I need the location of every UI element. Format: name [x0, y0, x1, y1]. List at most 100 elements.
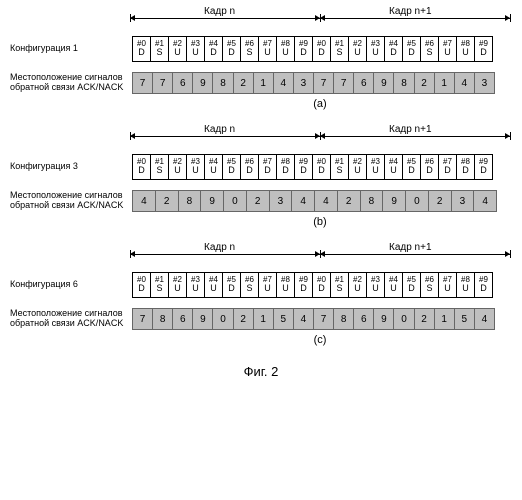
slot-cell: #7U	[438, 272, 457, 298]
location-cell: 6	[172, 308, 193, 330]
location-cell: 9	[382, 190, 406, 212]
location-cell: 4	[291, 190, 315, 212]
location-cell: 5	[273, 308, 294, 330]
location-cell: 3	[269, 190, 293, 212]
slot-type: D	[300, 48, 307, 58]
location-cell: 4	[273, 72, 294, 94]
slot-type: D	[480, 166, 487, 176]
slot-type: D	[462, 166, 469, 176]
location-cell: 9	[200, 190, 224, 212]
location-cell: 1	[253, 72, 274, 94]
slot-cell: #1S	[330, 272, 349, 298]
slot-type: U	[264, 48, 271, 58]
slot-type: S	[246, 284, 252, 294]
slot-type: S	[246, 48, 252, 58]
location-row: Местоположение сигналов обратной связи A…	[10, 190, 512, 212]
frame-n-label: Кадр n	[200, 6, 239, 17]
slot-cell: #2U	[348, 36, 367, 62]
slot-type: S	[156, 166, 162, 176]
location-cell: 7	[132, 72, 153, 94]
slot-type: U	[444, 284, 451, 294]
slot-type: D	[480, 284, 487, 294]
location-cell: 8	[360, 190, 384, 212]
slot-type: U	[174, 166, 181, 176]
slot-cell: #9D	[294, 36, 313, 62]
slot-type: U	[372, 284, 379, 294]
slot-type: U	[372, 48, 379, 58]
location-cell: 8	[393, 72, 414, 94]
slot-type: D	[138, 48, 145, 58]
slot-type: D	[318, 48, 325, 58]
slot-cell: #6S	[420, 36, 439, 62]
slot-type: D	[426, 166, 433, 176]
location-cells: 776982143776982143	[132, 72, 494, 94]
slot-cell: #1S	[150, 154, 169, 180]
slot-type: U	[372, 166, 379, 176]
location-cell: 5	[454, 308, 475, 330]
slot-cell: #8U	[276, 272, 295, 298]
slot-type: U	[390, 166, 397, 176]
slot-cell: #2U	[168, 154, 187, 180]
slot-cell: #0D	[132, 154, 151, 180]
slot-type: D	[138, 284, 145, 294]
location-label: Местоположение сигналов обратной связи A…	[10, 191, 132, 211]
slot-type: D	[390, 48, 397, 58]
slot-type: D	[228, 284, 235, 294]
location-cell: 7	[313, 308, 334, 330]
diagram: Кадр nКадр n+1Конфигурация 1#0D#1S#2U#3U…	[10, 10, 512, 110]
frame-n1-label: Кадр n+1	[385, 6, 436, 17]
slot-cell: #3U	[186, 154, 205, 180]
location-cell: 8	[152, 308, 173, 330]
config-label: Конфигурация 6	[10, 280, 132, 290]
slot-cells: #0D#1S#2U#3U#4U#5D#6D#7D#8D#9D#0D#1S#2U#…	[132, 154, 492, 180]
slot-cell: #9D	[474, 154, 493, 180]
slot-cell: #4U	[204, 272, 223, 298]
frame-labels: Кадр nКадр n+1	[130, 246, 512, 268]
config-row: Конфигурация 1#0D#1S#2U#3U#4D#5D#6S#7U#8…	[10, 36, 512, 62]
frame-n1-label: Кадр n+1	[385, 124, 436, 135]
slot-cell: #0D	[132, 36, 151, 62]
slot-cell: #5D	[402, 36, 421, 62]
slot-type: D	[228, 166, 235, 176]
slot-type: D	[300, 166, 307, 176]
frame-n-label: Кадр n	[200, 124, 239, 135]
location-cell: 7	[152, 72, 173, 94]
slot-type: D	[282, 166, 289, 176]
location-cell: 8	[333, 308, 354, 330]
slot-type: U	[210, 284, 217, 294]
slot-type: U	[264, 284, 271, 294]
slot-type: U	[210, 166, 217, 176]
slot-type: D	[318, 284, 325, 294]
slot-cell: #0D	[312, 36, 331, 62]
location-cell: 2	[428, 190, 452, 212]
slot-cell: #0D	[132, 272, 151, 298]
slot-type: U	[192, 284, 199, 294]
config-label: Конфигурация 1	[10, 44, 132, 54]
frame-labels: Кадр nКадр n+1	[130, 128, 512, 150]
location-cell: 4	[473, 190, 497, 212]
slot-type: D	[408, 166, 415, 176]
location-cell: 7	[313, 72, 334, 94]
slot-cells: #0D#1S#2U#3U#4U#5D#6S#7U#8U#9D#0D#1S#2U#…	[132, 272, 492, 298]
slot-cell: #8D	[456, 154, 475, 180]
location-cell: 6	[172, 72, 193, 94]
location-row: Местоположение сигналов обратной связи A…	[10, 72, 512, 94]
slot-cell: #6D	[240, 154, 259, 180]
location-cell: 9	[373, 72, 394, 94]
config-label: Конфигурация 3	[10, 162, 132, 172]
location-cell: 1	[434, 72, 455, 94]
slot-type: U	[354, 166, 361, 176]
slot-type: S	[156, 284, 162, 294]
slot-type: D	[444, 166, 451, 176]
slot-cell: #0D	[312, 272, 331, 298]
slot-type: D	[300, 284, 307, 294]
slot-cell: #1S	[150, 36, 169, 62]
location-cell: 2	[337, 190, 361, 212]
slot-cell: #4U	[384, 272, 403, 298]
slot-cell: #9D	[294, 154, 313, 180]
slot-cell: #2U	[168, 36, 187, 62]
slot-type: U	[354, 48, 361, 58]
slot-cell: #3U	[366, 272, 385, 298]
slot-type: U	[354, 284, 361, 294]
slot-cell: #9D	[474, 272, 493, 298]
